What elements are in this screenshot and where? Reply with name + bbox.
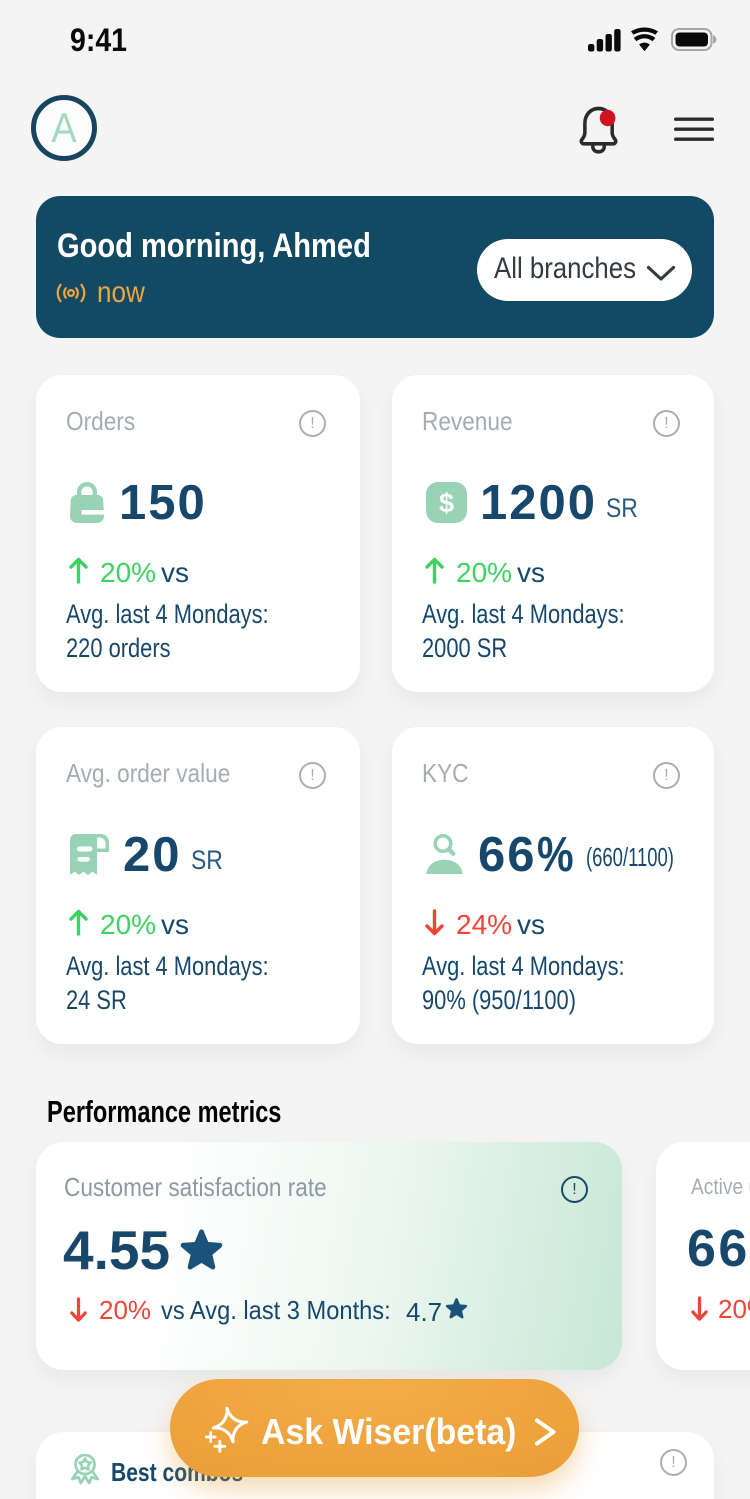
svg-text:$: $ <box>439 488 454 518</box>
